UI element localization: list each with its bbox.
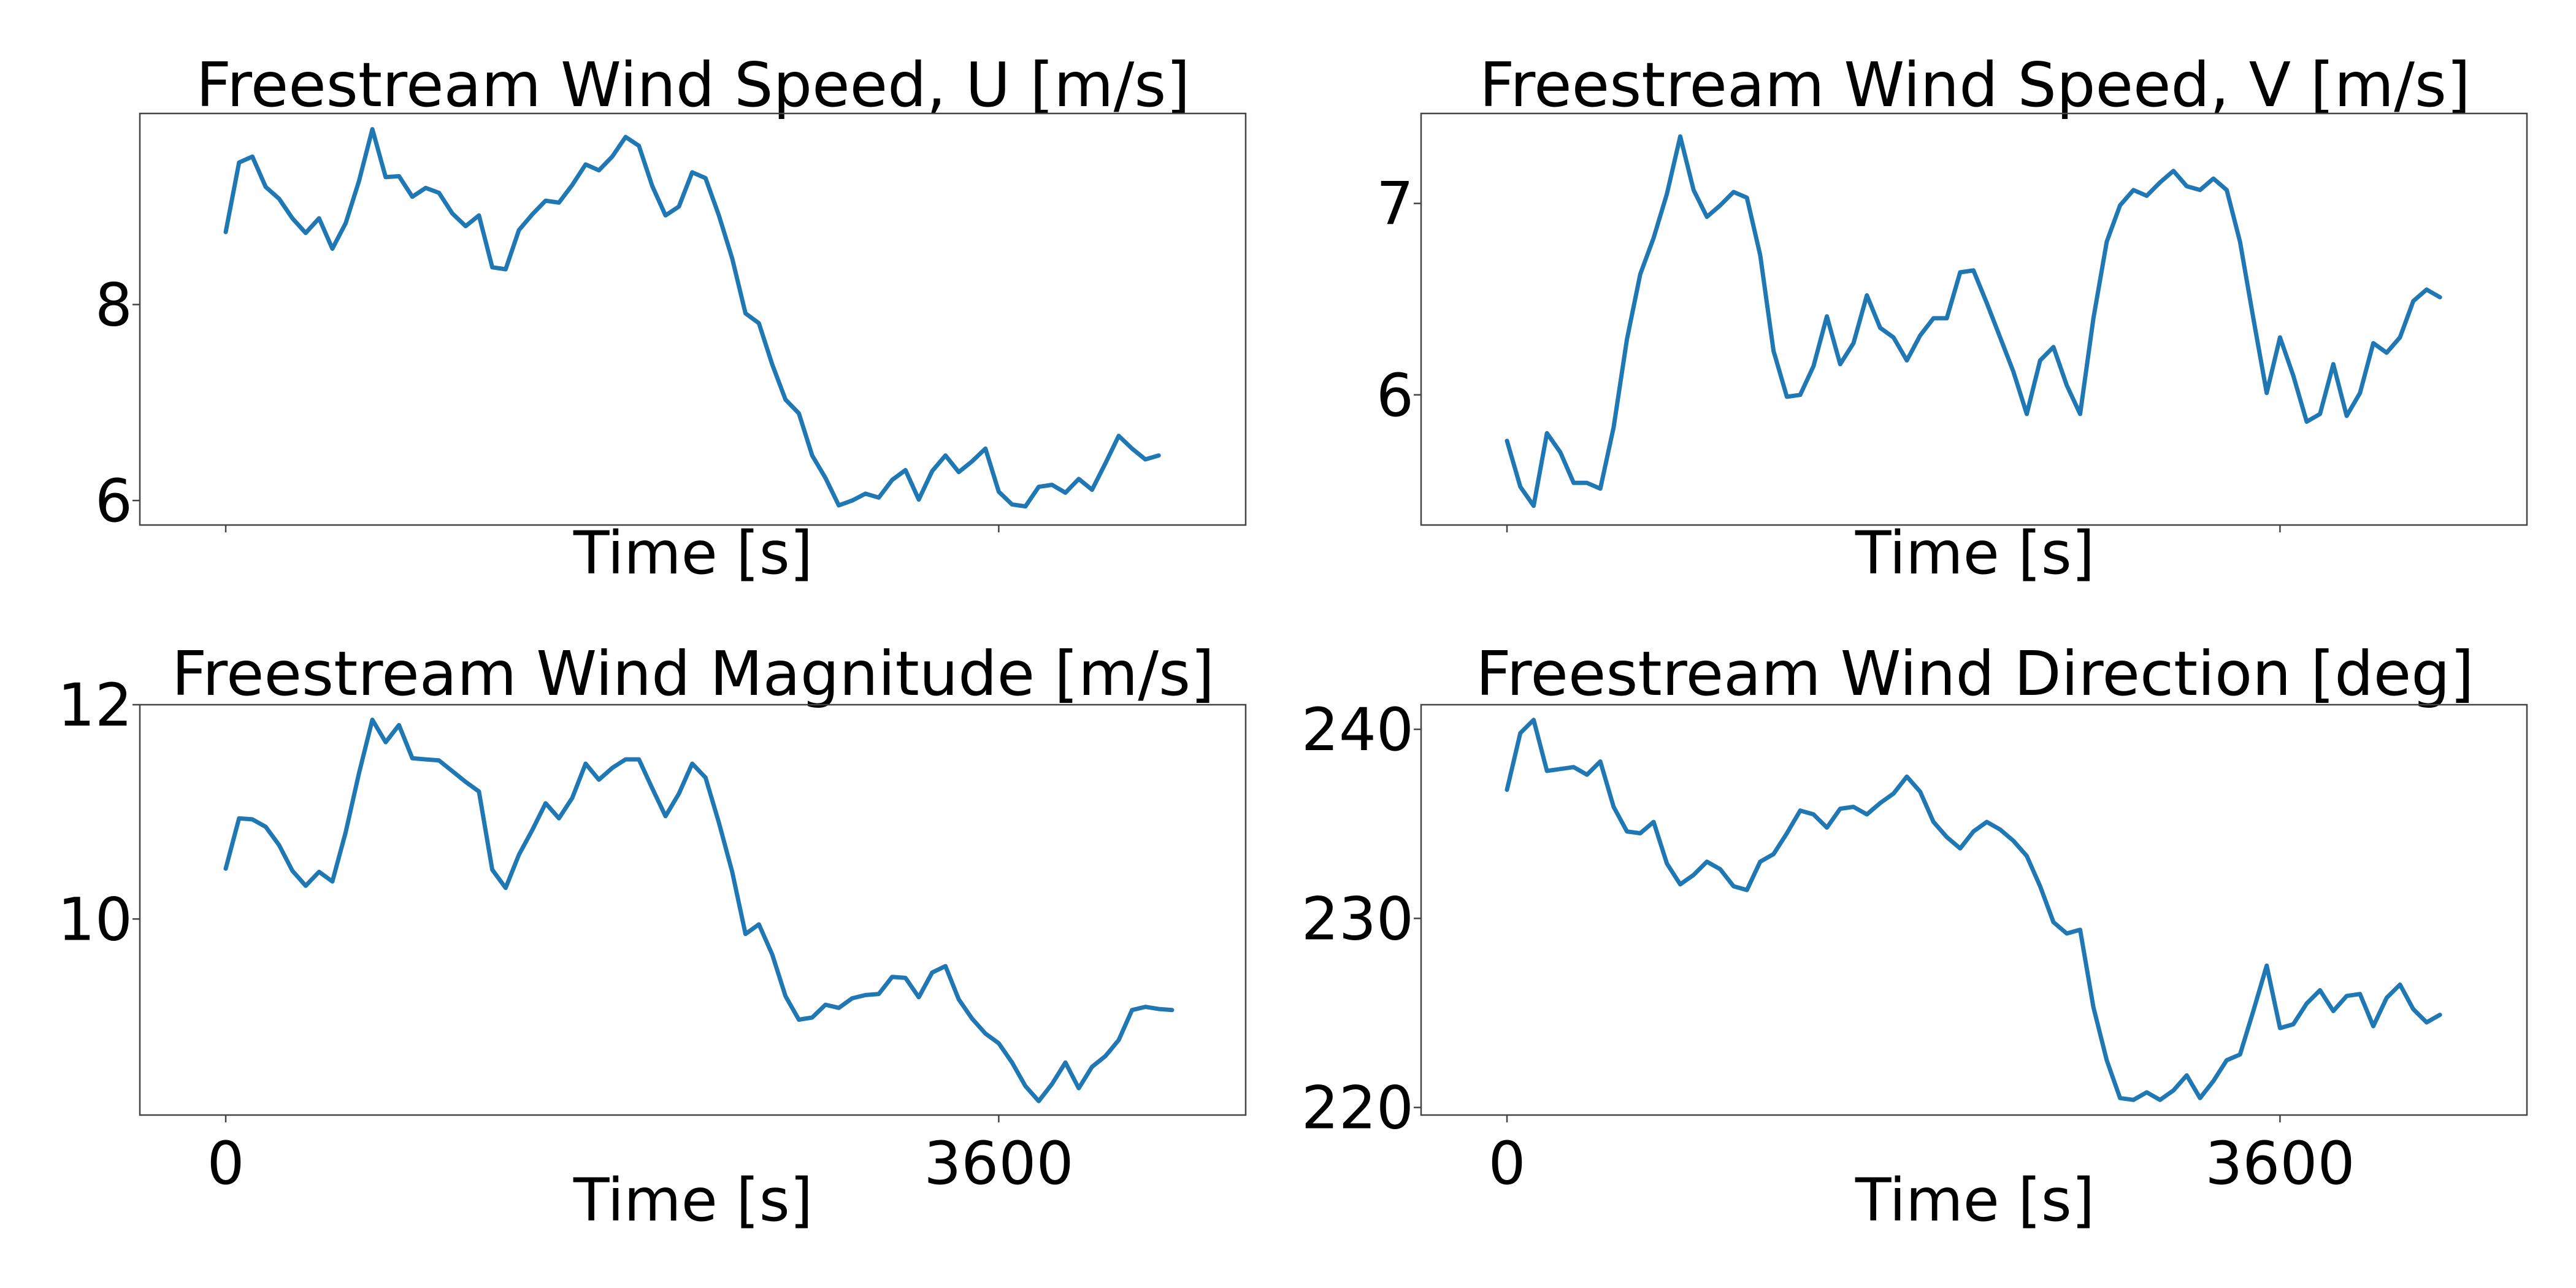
panel-u-speed: Freestream Wind Speed, U [m/s] 6 8 Time [… [95, 49, 1247, 588]
chart-title: Freestream Wind Speed, V [m/s] [1479, 49, 2471, 121]
x-tick-label: 3600 [2205, 1129, 2355, 1198]
series-line-wind-magnitude [223, 718, 1175, 1103]
series-line-u-speed [223, 127, 1161, 509]
plot-area-frame [1420, 112, 2528, 526]
plot-area-frame [139, 703, 1247, 1116]
y-tick-label: 6 [95, 467, 132, 535]
x-axis-label: Time [s] [1855, 519, 2095, 588]
y-tick-label: 6 [1376, 361, 1414, 430]
x-axis-label: Time [s] [1855, 1166, 2095, 1235]
y-tick-label: 12 [58, 671, 132, 740]
panel-v-speed: Freestream Wind Speed, V [m/s] 6 7 Time [… [1376, 49, 2528, 588]
panel-wind-magnitude: Freestream Wind Magnitude [m/s] 10 12 0 36… [58, 638, 1247, 1235]
y-tick-label: 230 [1301, 884, 1414, 953]
x-axis-label: Time [s] [573, 1166, 813, 1235]
x-axis-label: Time [s] [573, 519, 813, 588]
x-tick-label: 0 [207, 1129, 244, 1198]
plot-area-frame [139, 112, 1247, 526]
chart-title: Freestream Wind Direction [deg] [1476, 638, 2474, 710]
series-line-v-speed [1505, 134, 2442, 508]
x-tick-label: 0 [1488, 1129, 1525, 1198]
chart-title: Freestream Wind Speed, U [m/s] [196, 49, 1190, 121]
y-tick-label: 240 [1301, 696, 1414, 764]
plot-area-frame [1420, 703, 2528, 1116]
y-tick-label: 10 [58, 885, 132, 954]
x-tick-label: 3600 [924, 1129, 1073, 1198]
panel-wind-direction: Freestream Wind Direction [deg] 220 230 24… [1301, 638, 2528, 1235]
y-tick-label: 220 [1301, 1074, 1414, 1143]
series-line-wind-direction [1505, 718, 2442, 1102]
y-tick-label: 8 [95, 271, 132, 340]
y-tick-label: 7 [1376, 170, 1414, 239]
chart-title: Freestream Wind Magnitude [m/s] [172, 638, 1214, 710]
